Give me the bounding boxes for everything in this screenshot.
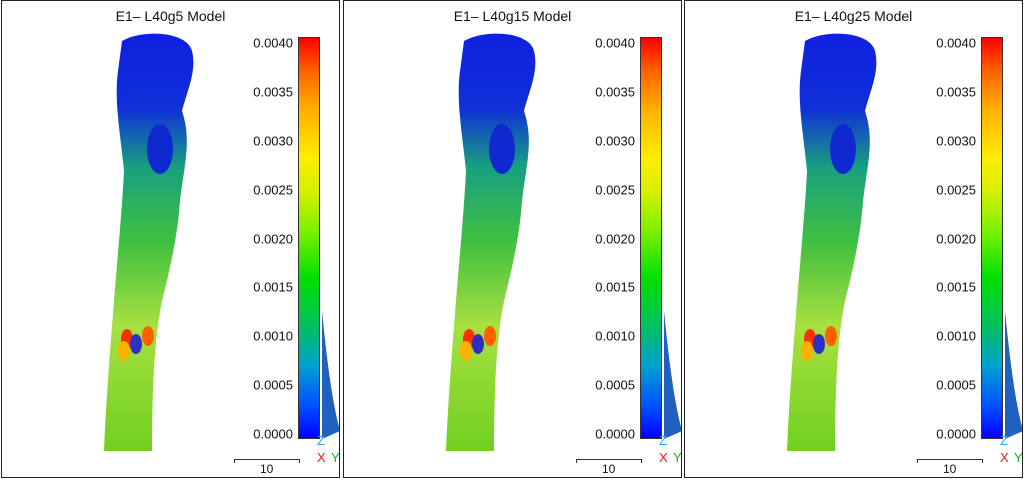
colorbar-tick-label: 0.0040 xyxy=(253,35,293,51)
hotspot xyxy=(130,334,142,354)
colorbar-tick-label: 0.0005 xyxy=(936,377,976,393)
colorbar-tick-label: 0.0000 xyxy=(936,426,976,442)
colorbar-tick-label: 0.0010 xyxy=(253,328,293,344)
field-plot xyxy=(446,33,681,451)
colorbar-tick-label: 0.0040 xyxy=(936,35,976,51)
scale-bar xyxy=(917,459,983,463)
axis-y-label: Y xyxy=(331,450,340,465)
bone-surface xyxy=(787,33,877,451)
colorbar-tick-label: 0.0005 xyxy=(253,377,293,393)
scale-bar xyxy=(234,459,300,463)
hotspot xyxy=(825,326,837,346)
hotspot xyxy=(472,334,484,354)
colorbar-tick-label: 0.0030 xyxy=(253,133,293,149)
colorbar-tick-label: 0.0025 xyxy=(936,182,976,198)
panel-1: E1– L40g5 Model 0.0040 0.0035 0.0030 0.0025… xyxy=(1,0,340,478)
hotspot xyxy=(460,341,472,361)
colorbar-tick-label: 0.0030 xyxy=(595,133,635,149)
axis-y-label: Y xyxy=(1014,450,1023,465)
hotspot xyxy=(118,341,130,361)
scale-bar-label: 10 xyxy=(260,462,274,476)
colorbar-tick-label: 0.0040 xyxy=(595,35,635,51)
colorbar-tick-label: 0.0020 xyxy=(936,231,976,246)
field-plot xyxy=(787,33,1022,451)
hole-region xyxy=(147,124,173,174)
hole-region xyxy=(489,124,515,174)
bone-surface xyxy=(446,33,536,451)
hotspot xyxy=(142,326,154,346)
colorbar-tick-label: 0.0035 xyxy=(595,84,635,100)
panel-title: E1– L40g15 Model xyxy=(453,8,572,24)
panel-title: E1– L40g25 Model xyxy=(794,8,913,24)
scale-bar-label: 10 xyxy=(602,462,616,476)
panel-3: E1– L40g25 Model 0.0040 0.0035 0.0030 0.002… xyxy=(684,0,1023,478)
colorbar xyxy=(640,37,662,439)
colorbar xyxy=(298,37,320,439)
axis-z-label: Z xyxy=(1000,433,1008,448)
histogram-tail xyxy=(322,311,339,439)
scale-bar xyxy=(576,459,642,463)
axis-x-label: X xyxy=(1000,450,1009,465)
panel-title: E1– L40g5 Model xyxy=(115,8,226,24)
colorbar-tick-label: 0.0035 xyxy=(253,84,293,100)
colorbar-tick-label: 0.0010 xyxy=(936,328,976,344)
axis-x-label: X xyxy=(659,450,668,465)
colorbar xyxy=(981,37,1003,439)
hotspot xyxy=(801,341,813,361)
colorbar-tick-label: 0.0030 xyxy=(936,133,976,149)
field-plot xyxy=(104,33,339,451)
histogram-tail xyxy=(664,311,681,439)
hotspot xyxy=(484,326,496,346)
colorbar-tick-label: 0.0015 xyxy=(595,279,635,295)
colorbar-tick-label: 0.0025 xyxy=(253,182,293,198)
colorbar-tick-label: 0.0010 xyxy=(595,328,635,344)
hotspot xyxy=(813,334,825,354)
colorbar-tick-label: 0.0025 xyxy=(595,182,635,198)
panel-2: E1– L40g15 Model 0.0040 0.0035 0.0030 0.002… xyxy=(343,0,682,478)
colorbar-tick-label: 0.0035 xyxy=(936,84,976,100)
axis-z-label: Z xyxy=(659,433,667,448)
colorbar-tick-label: 0.0005 xyxy=(595,377,635,393)
scale-bar-label: 10 xyxy=(943,462,957,476)
histogram-tail xyxy=(1005,311,1022,439)
colorbar-tick-label: 0.0015 xyxy=(253,279,293,295)
colorbar-tick-label: 0.0000 xyxy=(595,426,635,442)
axis-z-label: Z xyxy=(317,433,325,448)
axis-x-label: X xyxy=(317,450,326,465)
colorbar-tick-label: 0.0020 xyxy=(253,231,293,246)
colorbar-tick-label: 0.0000 xyxy=(253,426,293,442)
bone-surface xyxy=(104,33,194,451)
colorbar-tick-label: 0.0015 xyxy=(936,279,976,295)
hole-region xyxy=(830,124,856,174)
axis-y-label: Y xyxy=(673,450,682,465)
colorbar-tick-label: 0.0020 xyxy=(595,231,635,246)
